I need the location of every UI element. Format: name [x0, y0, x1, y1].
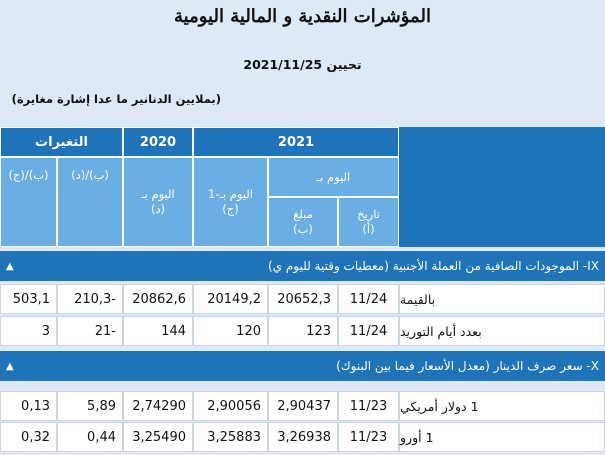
cell-d: 20862,6	[123, 284, 193, 314]
cell-bd: 5,89	[57, 391, 123, 421]
table-row: 1 أورو 11/23 3,26938 3,25883 3,25490 0,4…	[0, 422, 605, 452]
cell-bc: 0,13	[0, 391, 57, 421]
header-changes: التغيرات	[0, 127, 123, 157]
row-label: 1 أورو	[399, 422, 605, 452]
header-day: اليوم بـ	[268, 157, 399, 197]
header-value-b: مبلغ (ب)	[268, 197, 338, 247]
collapse-arrow-icon[interactable]: ▲	[6, 360, 14, 372]
cell-b: 20652,3	[268, 284, 338, 314]
row-label: 1 دولار أمريكي	[399, 391, 605, 421]
cell-c: 3,25883	[193, 422, 268, 452]
table-row: بالقيمة 11/24 20652,3 20149,2 20862,6 21…	[0, 284, 605, 314]
cell-date: 11/23	[338, 391, 399, 421]
cell-c: 120	[193, 316, 268, 346]
section-header-reserves[interactable]: ▲ IX- الموجودات الصافية من العملة الأجنب…	[0, 251, 605, 281]
header-date-a: تاريخ (أ)	[338, 197, 399, 247]
cell-date: 11/23	[338, 422, 399, 452]
cell-d: 3,25490	[123, 422, 193, 452]
cell-bd: 210,3-	[57, 284, 123, 314]
cell-bc: 0,32	[0, 422, 57, 452]
cell-c: 2,90056	[193, 391, 268, 421]
header-day-minus1: اليوم بـ-1 (ج)	[193, 157, 268, 247]
header-ratio-bd: (ب)/(د)	[57, 157, 123, 247]
cell-b: 123	[268, 316, 338, 346]
page-title: المؤشرات النقدية و المالية اليومية	[174, 6, 431, 27]
section-header-exchange[interactable]: ▲ X- سعر صرف الدينار (معدل الأسعار فيما …	[0, 351, 605, 381]
units-note: (بملايين الدنانير ما عدا إشارة مغايرة)	[11, 92, 221, 106]
cell-bc: 3	[0, 316, 57, 346]
row-label: بالقيمة	[399, 284, 605, 314]
cell-bd: 21-	[57, 316, 123, 346]
cell-date: 11/24	[338, 284, 399, 314]
header-2020: 2020	[123, 127, 193, 157]
cell-bd: 0,44	[57, 422, 123, 452]
header-2021: 2021	[193, 127, 399, 157]
cell-date: 11/24	[338, 316, 399, 346]
row-label: بعدد أيام التوريد	[399, 316, 605, 346]
collapse-arrow-icon[interactable]: ▲	[6, 260, 14, 272]
cell-d: 2,74290	[123, 391, 193, 421]
section-title: X- سعر صرف الدينار (معدل الأسعار فيما بي…	[336, 359, 599, 373]
cell-bc: 503,1	[0, 284, 57, 314]
header-day-2020: اليوم بـ (د)	[123, 157, 193, 247]
section-title: IX- الموجودات الصافية من العملة الأجنبية…	[267, 259, 599, 273]
cell-b: 2,90437	[268, 391, 338, 421]
header-ratio-bc: (ب)/(ج)	[0, 157, 57, 247]
cell-d: 144	[123, 316, 193, 346]
update-date: تحيين 2021/11/25	[243, 57, 362, 72]
cell-b: 3,26938	[268, 422, 338, 452]
cell-c: 20149,2	[193, 284, 268, 314]
table-row: بعدد أيام التوريد 11/24 123 120 144 21- …	[0, 316, 605, 346]
table-row: 1 دولار أمريكي 11/23 2,90437 2,90056 2,7…	[0, 391, 605, 421]
label-column-header	[399, 127, 605, 247]
